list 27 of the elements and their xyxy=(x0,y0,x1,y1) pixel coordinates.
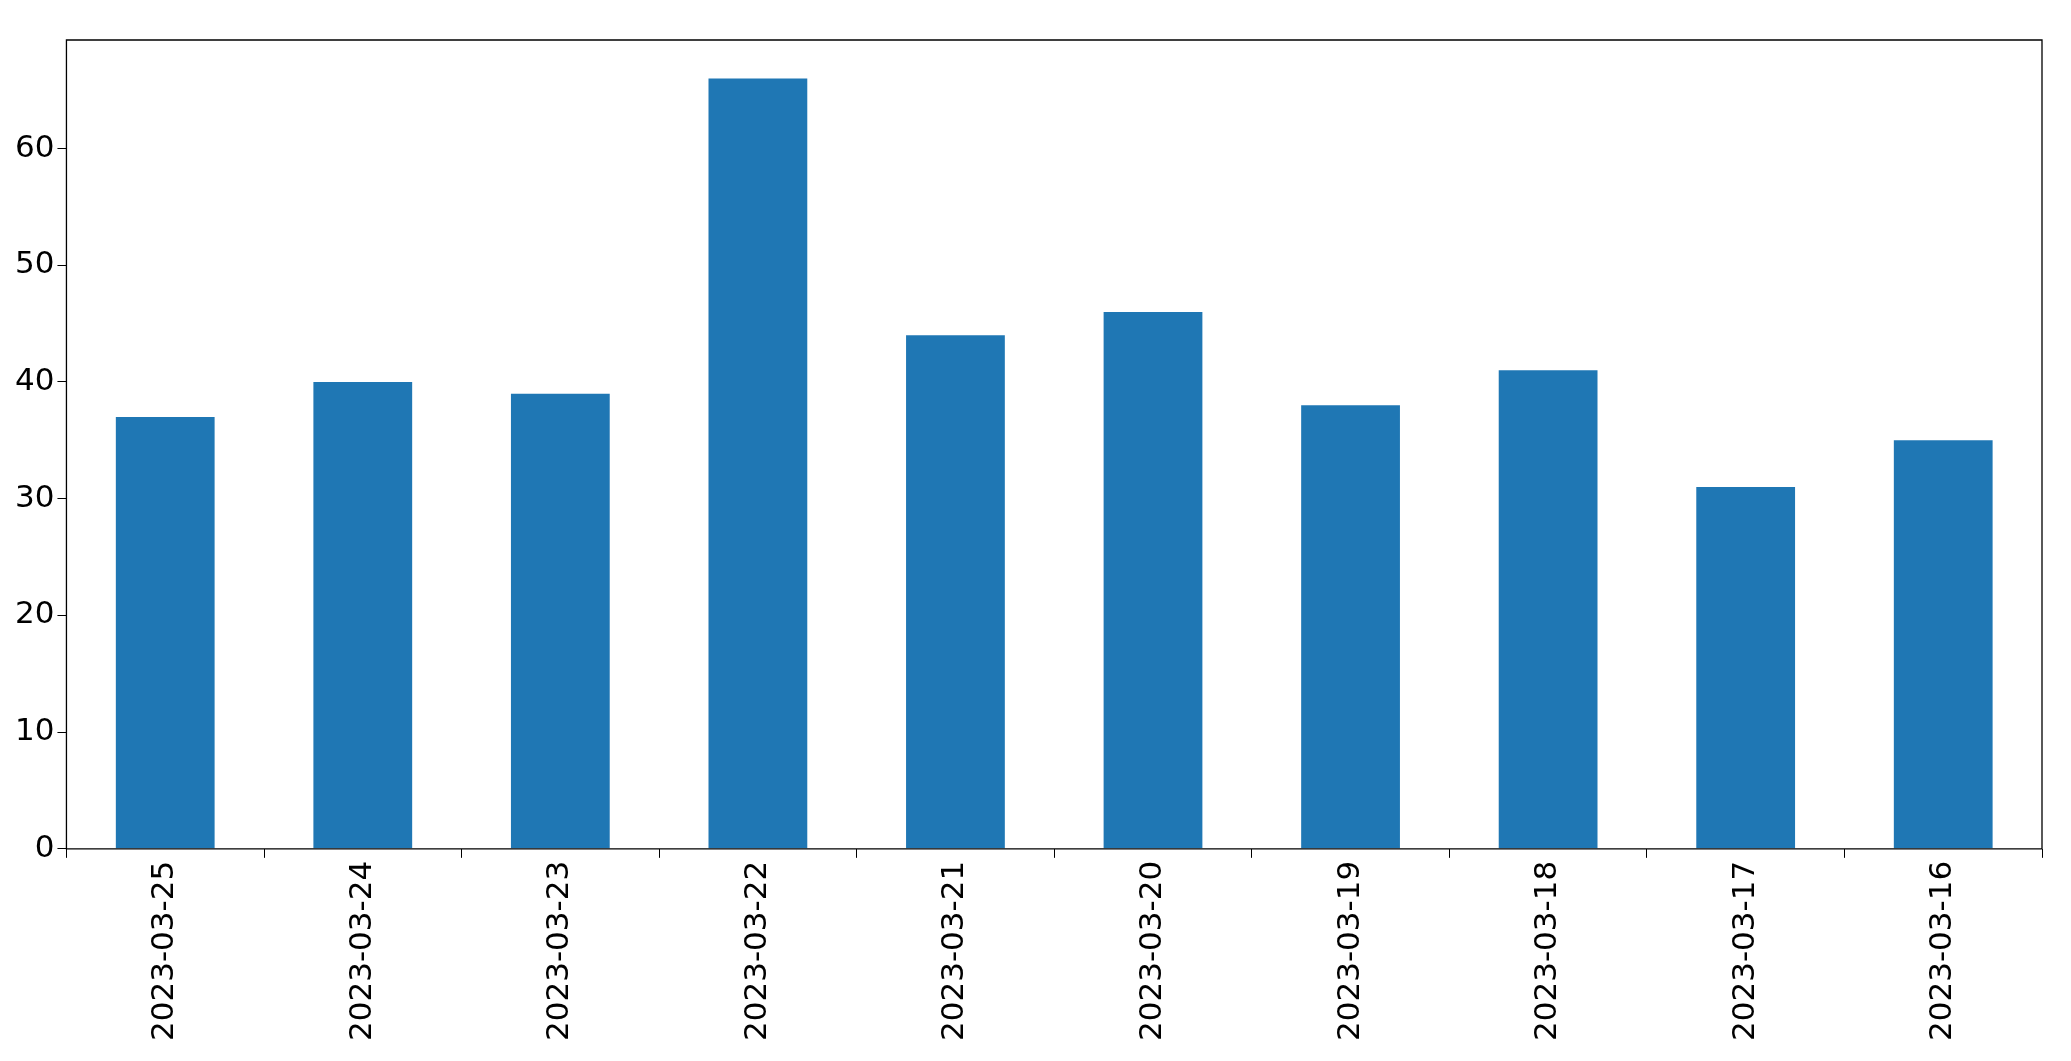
x-tick-label: 2023-03-20 xyxy=(1132,860,1169,1042)
x-tick-label: 2023-03-25 xyxy=(144,860,181,1042)
x-tick-label: 2023-03-22 xyxy=(736,860,773,1042)
bar xyxy=(510,393,610,849)
y-tick-label: 30 xyxy=(14,477,55,514)
y-tick-label: 0 xyxy=(34,827,55,864)
bar xyxy=(1498,370,1598,849)
bar xyxy=(1103,311,1203,849)
y-tick-label: 10 xyxy=(14,711,55,748)
y-tick-label: 50 xyxy=(14,244,55,281)
x-tick-label: 2023-03-24 xyxy=(341,860,378,1042)
x-tick-label: 2023-03-21 xyxy=(934,860,971,1042)
bar xyxy=(1301,405,1400,849)
bar xyxy=(906,335,1005,849)
x-tick-label: 2023-03-18 xyxy=(1527,860,1564,1042)
bar xyxy=(115,416,215,849)
y-tick-label: 60 xyxy=(14,127,55,164)
bar xyxy=(708,78,808,849)
y-tick-label: 40 xyxy=(14,361,55,398)
bar xyxy=(313,381,413,849)
bar xyxy=(1893,440,1993,849)
x-tick-label: 2023-03-16 xyxy=(1922,860,1959,1042)
y-tick-label: 20 xyxy=(14,594,55,631)
x-tick-label: 2023-03-17 xyxy=(1724,860,1761,1042)
x-tick-label: 2023-03-23 xyxy=(539,860,576,1042)
x-tick-label: 2023-03-19 xyxy=(1329,860,1366,1042)
bar xyxy=(1696,487,1796,849)
